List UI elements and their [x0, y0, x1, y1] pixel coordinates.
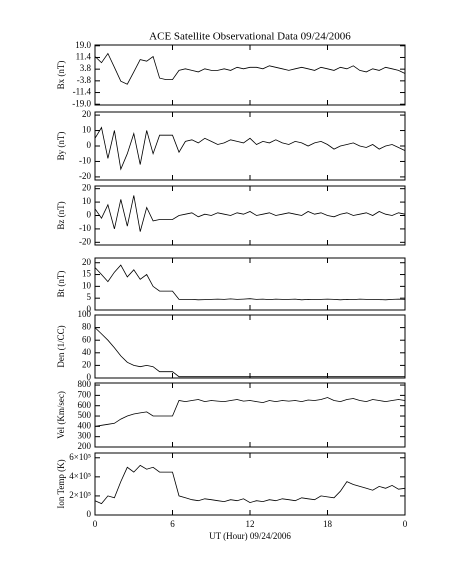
data-line: [94, 52, 406, 85]
y-tick-label: 40: [82, 347, 92, 357]
y-axis-label: Bt (nT): [56, 271, 66, 298]
y-tick-label: 0: [87, 140, 92, 150]
x-tick-label: 0: [93, 519, 98, 529]
y-tick-label: 0: [87, 304, 92, 314]
x-tick-label: 18: [323, 519, 333, 529]
y-tick-label: 10: [82, 280, 92, 290]
data-line: [94, 464, 406, 505]
data-line: [94, 126, 406, 171]
panel-frame: [94, 382, 406, 448]
y-tick-label: 700: [78, 389, 92, 399]
y-tick-label: 20: [82, 109, 92, 119]
y-tick-label: -10: [79, 156, 91, 166]
y-tick-label: 2×10⁵: [69, 490, 91, 500]
chart-title: ACE Satellite Observational Data 09/24/2…: [149, 31, 351, 43]
y-tick-label: 100: [78, 309, 92, 319]
data-line: [94, 397, 406, 427]
y-tick-label: -11.4: [73, 87, 92, 97]
y-tick-label: 10: [82, 125, 92, 135]
y-tick-label: 0: [87, 210, 92, 220]
y-tick-label: 4×10⁵: [69, 471, 91, 481]
x-tick-label: 12: [246, 519, 255, 529]
y-tick-label: 10: [82, 196, 92, 206]
y-tick-label: -20: [79, 236, 91, 246]
y-tick-label: 500: [78, 410, 92, 420]
y-axis-label: Bz (nT): [56, 201, 66, 229]
y-tick-label: -3.8: [77, 75, 92, 85]
y-tick-label: 3.8: [80, 63, 92, 73]
y-axis-label: Ion Temp (K): [56, 459, 66, 508]
y-tick-label: -19.0: [72, 98, 91, 108]
y-tick-label: 200: [78, 441, 92, 451]
y-tick-label: 20: [82, 183, 92, 193]
panel-frame: [94, 185, 406, 246]
y-axis-label: Vel (Km/sec): [56, 391, 66, 439]
y-tick-label: 400: [78, 420, 92, 430]
panel-frame: [94, 452, 406, 516]
y-tick-label: -20: [79, 171, 91, 181]
y-tick-label: 600: [78, 400, 92, 410]
y-tick-label: 800: [78, 379, 92, 389]
y-tick-label: 300: [78, 431, 92, 441]
y-tick-label: 20: [82, 359, 92, 369]
y-axis-label: By (nT): [56, 132, 66, 161]
y-tick-label: 60: [82, 334, 92, 344]
panel-frame: [94, 257, 406, 311]
x-axis-label: UT (Hour) 09/24/2006: [209, 531, 291, 541]
y-tick-label: 20: [82, 257, 92, 267]
y-tick-label: 0: [87, 509, 92, 519]
panel-frame: [94, 44, 406, 106]
y-tick-label: 80: [82, 322, 92, 332]
x-tick-label: 6: [170, 519, 175, 529]
data-line: [94, 264, 406, 301]
x-tick-label: 0: [403, 519, 408, 529]
y-axis-label: Den (1/CC): [56, 325, 66, 367]
y-axis-label: Bx (nT): [56, 61, 66, 90]
panel-frame: [94, 314, 406, 379]
y-tick-label: 5: [87, 292, 92, 302]
y-tick-label: 11.4: [76, 52, 92, 62]
data-line: [94, 195, 406, 232]
y-tick-label: 6×10⁵: [69, 452, 91, 462]
y-tick-label: 15: [82, 269, 92, 279]
y-tick-label: 19.0: [75, 40, 91, 50]
panel-frame: [94, 111, 406, 181]
y-tick-label: 0: [87, 372, 92, 382]
y-tick-label: -10: [79, 223, 91, 233]
data-line: [94, 327, 405, 378]
